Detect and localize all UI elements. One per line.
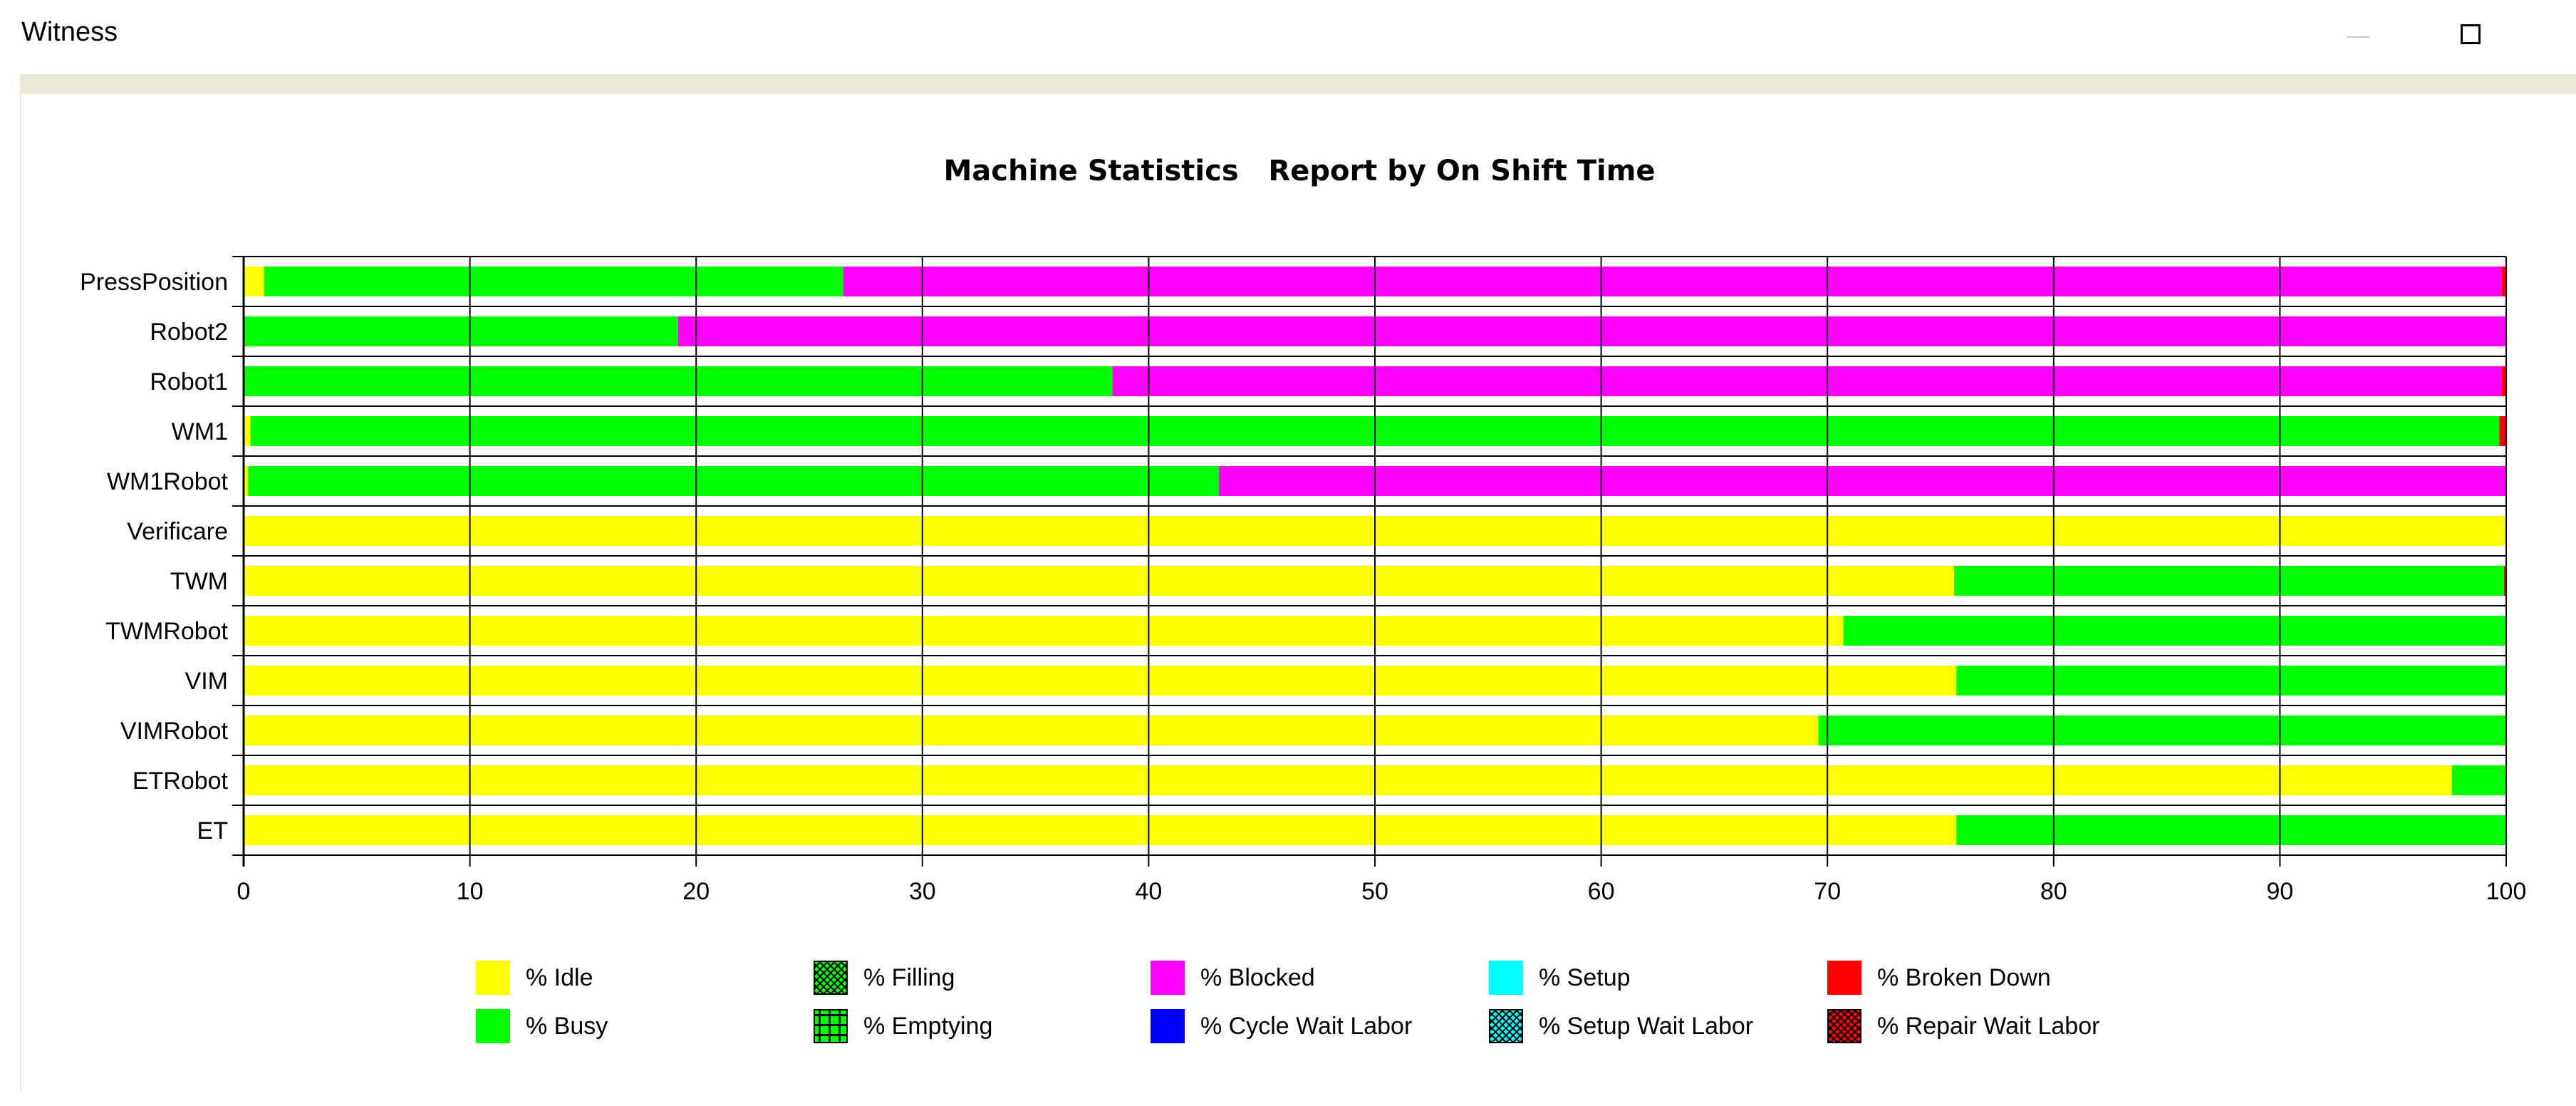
category-label-etrobot: ETRobot xyxy=(133,768,229,795)
legend-swatch-pct-busy xyxy=(476,1009,510,1043)
bar-twm-pct-busy xyxy=(1954,566,2504,596)
legend-swatch-pct-repair-wait-labor xyxy=(1827,1009,1861,1043)
chart-svg: 0 10 20 30 40 50 60 70 80 90 100 PressPosition Robot… xyxy=(80,256,2527,905)
bar-robot2-pct-blocked xyxy=(677,316,2506,346)
bar-pressposition-pct-busy xyxy=(264,267,843,296)
chart-title: Machine Statistics Report by On Shift Ti… xyxy=(943,155,1656,187)
bar-wm1robot-pct-blocked xyxy=(1218,466,2506,496)
bar-twm-pct-idle xyxy=(244,566,1955,596)
tick-label-x-70: 70 xyxy=(1814,878,1841,905)
legend-swatch-pct-emptying xyxy=(814,1009,848,1043)
bar-vimrobot-pct-busy xyxy=(1818,715,2506,745)
legend-item-pct-idle: % Idle xyxy=(476,960,593,996)
legend-swatch-pct-filling xyxy=(814,961,848,995)
title-bar: Witness xyxy=(0,0,2576,74)
tick-label-x-30: 30 xyxy=(909,878,936,905)
legend-label-pct-broken-down: % Broken Down xyxy=(1877,963,2051,991)
legend-label-pct-setup: % Setup xyxy=(1539,963,1631,991)
legend-swatch-pct-broken-down xyxy=(1827,961,1861,995)
legend-item-pct-cycle-wait-labor: % Cycle Wait Labor xyxy=(1151,1008,1412,1044)
bar-robot1-pct-busy xyxy=(244,366,1113,396)
legend-label-pct-busy: % Busy xyxy=(526,1012,608,1040)
category-label-pressposition: PressPosition xyxy=(80,269,228,296)
legend-label-pct-cycle-wait-labor: % Cycle Wait Labor xyxy=(1200,1012,1413,1040)
tick-label-x-80: 80 xyxy=(2040,878,2067,905)
bar-et-pct-busy xyxy=(1956,815,2506,845)
legend-swatch-pct-idle xyxy=(476,961,510,995)
legend-label-pct-setup-wait-labor: % Setup Wait Labor xyxy=(1539,1012,1754,1040)
bar-vimrobot-pct-idle xyxy=(244,715,1819,745)
tick-label-x-20: 20 xyxy=(682,878,710,905)
tick-label-x-100: 100 xyxy=(2486,878,2527,905)
legend-label-pct-blocked: % Blocked xyxy=(1200,963,1315,991)
category-label-twmrobot: TWMRobot xyxy=(105,618,228,645)
category-label-robot1: Robot1 xyxy=(150,368,228,396)
bar-twmrobot-pct-idle xyxy=(244,616,1844,646)
bar-etrobot-pct-idle xyxy=(244,765,2452,795)
legend-item-pct-busy: % Busy xyxy=(476,1008,608,1044)
bar-wm1robot-pct-idle xyxy=(244,466,249,496)
category-label-vimrobot: VIMRobot xyxy=(120,718,229,745)
window-frame-band xyxy=(20,74,2576,94)
legend-label-pct-idle: % Idle xyxy=(526,963,593,991)
tick-label-x-10: 10 xyxy=(457,878,484,905)
bar-pressposition-pct-blocked xyxy=(843,267,2502,296)
bar-etrobot-pct-busy xyxy=(2451,765,2506,795)
category-label-wm1: WM1 xyxy=(172,418,228,445)
legend-item-pct-broken-down: % Broken Down xyxy=(1827,960,2051,996)
chart-panel: Machine Statistics Report by On Shift Ti… xyxy=(20,94,2576,1092)
bar-vim-pct-busy xyxy=(1956,666,2506,696)
category-label-wm1robot: WM1Robot xyxy=(107,468,229,495)
bar-vim-pct-idle xyxy=(244,666,1957,696)
bar-pressposition-pct-broken-down xyxy=(2501,267,2506,296)
legend-label-pct-emptying: % Emptying xyxy=(863,1012,993,1040)
legend-item-pct-blocked: % Blocked xyxy=(1151,960,1315,996)
bar-wm1robot-pct-busy xyxy=(248,466,1219,496)
legend-swatch-pct-setup-wait-labor xyxy=(1489,1009,1523,1043)
tick-label-x-0: 0 xyxy=(237,878,251,905)
bar-twm-pct-broken-down xyxy=(2503,566,2506,596)
bar-robot1-pct-broken-down xyxy=(2501,366,2506,396)
legend-label-pct-repair-wait-labor: % Repair Wait Labor xyxy=(1877,1012,2100,1040)
bar-twmrobot-pct-busy xyxy=(1843,616,2506,646)
category-label-vim: VIM xyxy=(185,668,228,695)
bar-pressposition-pct-idle xyxy=(244,267,264,296)
legend-item-pct-filling: % Filling xyxy=(814,960,955,996)
tick-label-x-90: 90 xyxy=(2266,878,2293,905)
category-label-et: ET xyxy=(197,817,228,844)
legend-swatch-pct-cycle-wait-labor xyxy=(1151,1009,1185,1043)
bar-robot1-pct-blocked xyxy=(1112,366,2502,396)
category-label-twm: TWM xyxy=(170,568,228,595)
tick-label-x-50: 50 xyxy=(1361,878,1388,905)
legend-item-pct-repair-wait-labor: % Repair Wait Labor xyxy=(1827,1008,2099,1044)
category-label-verificare: Verificare xyxy=(127,518,228,545)
bar-wm1-pct-broken-down xyxy=(2499,416,2506,446)
legend-item-pct-emptying: % Emptying xyxy=(814,1008,992,1044)
tick-label-x-40: 40 xyxy=(1135,878,1162,905)
legend-label-pct-filling: % Filling xyxy=(863,963,955,991)
bar-robot2-pct-busy xyxy=(244,316,678,346)
legend-swatch-pct-blocked xyxy=(1151,961,1185,995)
tick-label-x-60: 60 xyxy=(1588,878,1615,905)
bar-wm1-pct-idle xyxy=(244,416,251,446)
legend-item-pct-setup-wait-labor: % Setup Wait Labor xyxy=(1489,1008,1753,1044)
minimize-icon[interactable] xyxy=(2337,14,2379,57)
legend-swatch-pct-setup xyxy=(1489,961,1523,995)
maximize-icon[interactable] xyxy=(2451,14,2493,57)
window-title: Witness xyxy=(21,17,118,47)
bar-et-pct-idle xyxy=(244,815,1957,845)
category-label-robot2: Robot2 xyxy=(150,319,228,346)
legend-item-pct-setup: % Setup xyxy=(1489,960,1631,996)
